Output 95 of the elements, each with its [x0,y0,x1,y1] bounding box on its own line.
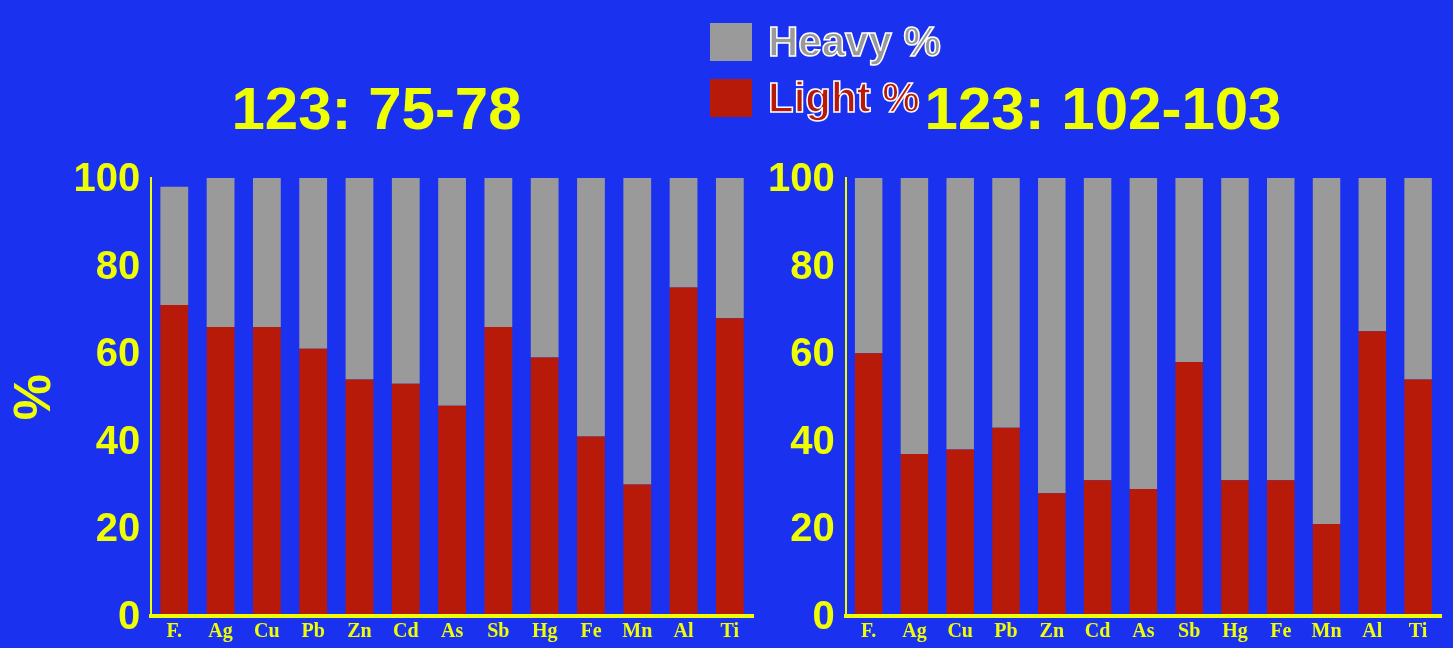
bar [946,178,974,450]
bar [1129,178,1158,489]
x-tick-label: Sb [487,619,510,642]
x-tick-label: Zn [347,619,372,642]
bar [1404,379,1432,616]
bar [1175,178,1203,362]
bar [715,318,744,616]
bar [577,178,605,437]
bar [160,186,189,306]
bar [345,178,374,380]
bar [484,326,513,616]
y-tick-label: 60 [790,330,835,375]
x-tick-label: Al [673,619,694,642]
x-tick-label: Zn [1039,619,1065,642]
bar [530,178,559,358]
bar [1312,178,1341,525]
bar [530,357,559,616]
x-tick-label: As [1132,619,1155,642]
x-tick-label: Ag [902,619,927,643]
y-tick-label: 80 [95,242,141,287]
bar [299,178,328,349]
x-tick-label: As [440,619,464,642]
x-tick-label: Cd [392,619,419,642]
bar [1358,178,1387,332]
bar [854,178,883,354]
x-tick-label: F. [860,619,877,642]
y-tick-label: 100 [73,155,141,200]
bar [854,353,883,616]
bar [1267,178,1295,481]
bar [946,449,974,616]
x-tick-label: F. [166,619,182,642]
bar [160,305,189,616]
y-tick-label: 20 [790,505,835,550]
x-tick-label: Fe [580,619,602,642]
bar [391,178,420,384]
x-tick-label: Ag [208,619,233,643]
chart-title: 123: 75-78 [231,74,522,142]
bar [1083,178,1112,481]
x-tick-label: Cu [947,619,973,642]
bar [1404,178,1432,380]
bar [1221,480,1249,616]
bar [252,326,281,616]
x-tick-label: Sb [1178,619,1201,642]
x-tick-label: Mn [622,619,653,642]
y-tick-label: 100 [767,155,835,200]
y-tick-label: 60 [95,330,141,375]
bar [1358,331,1387,616]
bar [669,178,698,288]
bar [669,287,698,616]
x-tick-label: Hg [1222,619,1248,643]
x-tick-label: Mn [1311,619,1342,642]
y-tick-label: 40 [95,417,141,462]
x-tick-label: Cd [1084,619,1111,642]
bar [345,379,374,616]
bar [992,178,1020,428]
bar [1175,361,1203,616]
y-tick-label: 0 [117,593,141,638]
bar [206,178,235,327]
bar [577,436,605,616]
y-tick-label: 0 [812,593,835,638]
bar [299,348,328,616]
x-tick-label: Pb [994,619,1018,642]
chart-title: 123: 102-103 [924,74,1282,142]
bar [623,484,652,616]
x-tick-label: Ti [1408,619,1428,642]
x-tick-label: Cu [254,619,280,642]
x-tick-label: Hg [531,619,558,643]
bar [1083,480,1112,616]
x-tick-label: Pb [301,619,325,642]
bar [484,178,513,327]
bar [715,178,744,319]
bar [438,178,466,406]
bar [1312,524,1341,616]
bar [206,326,235,616]
bar [1221,178,1249,481]
bar [900,453,929,616]
bar [391,383,420,616]
y-tick-label: 80 [790,242,835,287]
x-tick-label: Fe [1270,619,1292,642]
y-tick-label: 20 [95,505,141,550]
legend-label: Heavy % [768,18,941,66]
bar [1038,493,1066,616]
y-tick-label: 40 [790,417,835,462]
bar [1038,178,1066,494]
bar [1129,488,1158,616]
x-tick-label: Al [1362,619,1383,642]
x-tick-label: Ti [720,619,740,642]
bar [900,178,929,454]
legend-label: Light % [768,74,920,122]
y-axis-title: % [2,373,61,421]
bar [992,427,1020,616]
bar [438,405,466,616]
bar [623,178,652,485]
bar [252,178,281,327]
bar [1267,480,1295,616]
